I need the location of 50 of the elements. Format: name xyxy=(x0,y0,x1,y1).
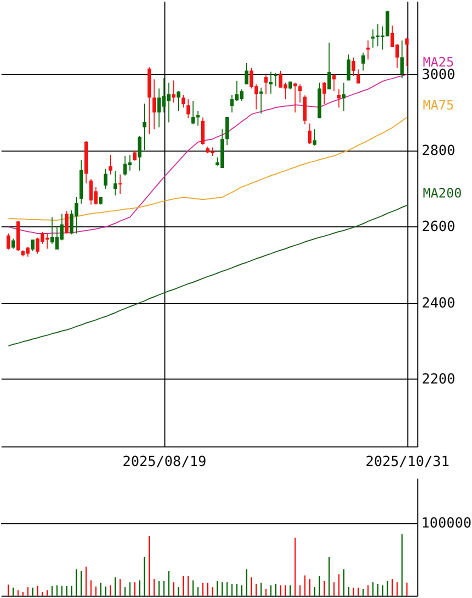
candlestick xyxy=(405,37,409,66)
candlestick xyxy=(269,71,273,94)
y-tick-label: 2200 xyxy=(422,371,456,388)
candlestick xyxy=(64,210,69,234)
series-label: MA75 xyxy=(422,98,454,114)
candlestick xyxy=(108,154,112,176)
line-series xyxy=(8,204,408,346)
candlestick xyxy=(182,94,186,108)
candlestick xyxy=(400,40,404,79)
candlestick xyxy=(259,87,263,114)
candlestick xyxy=(327,42,331,90)
candlestick xyxy=(293,82,297,113)
candlestick xyxy=(308,122,312,145)
candlestick xyxy=(312,128,316,146)
candlestick xyxy=(186,98,190,119)
candlestick xyxy=(142,103,146,151)
candlestick xyxy=(366,40,370,60)
series-label: MA200 xyxy=(422,186,462,202)
text: 100000 xyxy=(421,516,472,532)
candlestick xyxy=(298,84,302,104)
candlestick xyxy=(322,81,326,105)
candlestick xyxy=(274,72,278,87)
candlestick xyxy=(176,90,180,112)
candlestick xyxy=(361,52,365,72)
candlestick xyxy=(346,54,350,81)
candlestick xyxy=(244,62,248,85)
candlestick xyxy=(225,116,229,146)
y-tick-label: 2800 xyxy=(422,143,456,159)
candlestick xyxy=(152,78,156,130)
candlestick xyxy=(337,88,341,108)
y-tick-label: 2600 xyxy=(422,219,456,236)
candlestick xyxy=(264,74,268,95)
candlestick xyxy=(352,57,356,76)
candlestick xyxy=(30,239,34,252)
y-tick-label: 3000 xyxy=(422,66,456,83)
candlestick xyxy=(6,233,10,250)
candlestick xyxy=(342,82,346,112)
candlestick xyxy=(138,136,142,172)
candlestick xyxy=(132,150,137,162)
candlestick xyxy=(104,168,108,190)
candlestick xyxy=(356,68,360,84)
candlestick xyxy=(11,238,16,250)
candlestick xyxy=(114,170,118,196)
candlestick xyxy=(332,74,336,92)
candlestick xyxy=(172,80,176,104)
x-tick-label: 2025/10/31 xyxy=(365,454,450,470)
candlestick xyxy=(201,116,205,146)
y-tick-label: 2400 xyxy=(422,295,456,312)
x-tick-label: 2025/08/19 xyxy=(122,454,206,470)
candlestick xyxy=(303,94,307,125)
